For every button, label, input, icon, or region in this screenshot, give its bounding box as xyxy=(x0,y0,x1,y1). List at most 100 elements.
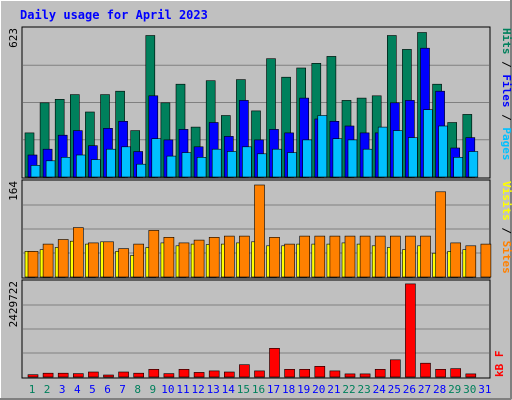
sites-visits-panel: 164 Visits / Sites xyxy=(7,179,512,279)
sites-bar-day-25 xyxy=(389,235,401,278)
ylabel-visits: Visits xyxy=(500,181,512,221)
kb-f-bar-day-15 xyxy=(239,364,250,378)
pages-bar-day-10 xyxy=(166,155,177,178)
kb-f-bar-day-26 xyxy=(405,283,416,378)
kb-f-bar-day-20 xyxy=(314,365,326,378)
sites-bar-day-15 xyxy=(239,235,250,278)
kb-f-bar-day-18 xyxy=(284,368,295,378)
day-label-26: 26 xyxy=(403,383,416,396)
day-label-11: 11 xyxy=(176,383,189,396)
day-label-16: 16 xyxy=(252,383,265,396)
pages-bar-day-23 xyxy=(362,148,373,178)
pages-bar-day-25 xyxy=(392,130,403,178)
sites-bar-day-12 xyxy=(193,239,205,278)
pages-bar-day-9 xyxy=(151,138,162,178)
sites-bar-day-1 xyxy=(27,251,39,278)
sites-bar-day-31 xyxy=(480,243,492,278)
kb-f-bar-day-30 xyxy=(465,373,477,378)
pages-bar-day-5 xyxy=(91,159,101,178)
day-label-4: 4 xyxy=(74,383,81,396)
day-label-9: 9 xyxy=(149,383,156,396)
sites-bar-day-18 xyxy=(284,243,295,278)
sites-bar-day-24 xyxy=(374,235,386,278)
sites-bar-day-14 xyxy=(224,235,235,278)
kb-f-bar-day-19 xyxy=(299,368,311,378)
kb-f-bar-day-22 xyxy=(344,373,356,378)
sites-bar-day-11 xyxy=(178,242,190,278)
pages-bar-day-26 xyxy=(408,137,418,178)
day-label-23: 23 xyxy=(357,383,370,396)
kb-f-bar-day-29 xyxy=(450,368,462,378)
kb-f-bar-day-27 xyxy=(420,362,431,378)
pages-bar-day-13 xyxy=(211,148,222,178)
day-label-3: 3 xyxy=(59,383,66,396)
sites-bar-day-7 xyxy=(118,248,129,278)
chart-title: Daily usage for April 2023 xyxy=(20,8,208,22)
sites-bar-day-20 xyxy=(314,235,326,278)
sites-bar-day-27 xyxy=(420,235,431,278)
pages-bar-day-24 xyxy=(377,126,388,178)
pages-bar-day-30 xyxy=(468,151,479,178)
pages-bar-day-15 xyxy=(242,146,252,178)
day-label-5: 5 xyxy=(89,383,96,396)
pages-bar-day-16 xyxy=(257,153,267,178)
pages-bar-day-8 xyxy=(136,163,146,178)
pages-bar-day-27 xyxy=(423,109,433,178)
day-label-25: 25 xyxy=(388,383,401,396)
day-label-18: 18 xyxy=(282,383,295,396)
kb-f-bar-day-6 xyxy=(103,374,114,378)
sites-bar-day-10 xyxy=(163,237,175,278)
kb-f-bar-day-28 xyxy=(435,368,446,378)
ylabel-sep3: / xyxy=(500,221,512,241)
sites-bar-day-22 xyxy=(344,235,356,278)
pages-bar-day-14 xyxy=(227,151,237,178)
panel3-bars xyxy=(27,283,477,378)
day-label-13: 13 xyxy=(207,383,220,396)
pages-bar-day-7 xyxy=(121,146,131,178)
day-label-28: 28 xyxy=(433,383,446,396)
sites-bar-day-4 xyxy=(73,227,84,278)
sites-bar-day-17 xyxy=(269,237,280,278)
pages-bar-day-6 xyxy=(106,148,116,178)
kb-f-bar-day-9 xyxy=(148,368,160,378)
sites-bar-day-3 xyxy=(57,239,69,278)
pages-bar-day-28 xyxy=(438,125,448,178)
panel1-ylabel: Hits / Files / Pages xyxy=(500,28,512,161)
sites-bar-day-21 xyxy=(329,235,341,278)
panel3-ylabel: kB F xyxy=(493,351,506,378)
sites-bar-day-19 xyxy=(299,235,311,278)
pages-bar-day-19 xyxy=(302,139,313,178)
sites-bar-day-13 xyxy=(208,237,220,278)
sites-bar-day-9 xyxy=(148,230,160,278)
panel1-max-label: 623 xyxy=(7,28,20,48)
kb-f-bar-day-16 xyxy=(254,370,265,378)
day-label-15: 15 xyxy=(237,383,250,396)
kb-f-bar-day-5 xyxy=(88,371,99,378)
sites-bar-day-16 xyxy=(254,184,265,278)
pages-bar-day-20 xyxy=(317,115,328,178)
pages-bar-day-18 xyxy=(287,152,297,178)
sites-bar-day-28 xyxy=(435,191,446,278)
day-label-27: 27 xyxy=(418,383,431,396)
kb-f-bar-day-12 xyxy=(193,372,205,378)
day-label-2: 2 xyxy=(44,383,51,396)
ylabel-hits: Hits xyxy=(500,28,512,55)
sites-bar-day-2 xyxy=(42,243,54,278)
kbytes-panel: 2429722 kB F xyxy=(7,279,506,379)
panel1-bars xyxy=(24,32,479,178)
day-label-22: 22 xyxy=(342,383,355,396)
pages-bar-day-1 xyxy=(30,165,41,178)
panel2-bars xyxy=(24,184,492,278)
day-axis-labels: 1 2 3 4 5 6 7 8 9 10 11 12 13 14 15 16 17 18 19 20 21 22 23 24 2… xyxy=(29,383,492,396)
panel2-ylabel: Visits / Sites xyxy=(500,181,512,274)
sites-bar-day-30 xyxy=(465,245,477,278)
kb-f-bar-day-23 xyxy=(359,373,371,378)
pages-bar-day-29 xyxy=(453,157,464,178)
day-label-21: 21 xyxy=(327,383,340,396)
pages-bar-day-12 xyxy=(196,157,207,178)
ylabel-sep1: / xyxy=(500,55,512,75)
day-label-20: 20 xyxy=(312,383,325,396)
panel2-max-label: 164 xyxy=(7,181,20,201)
